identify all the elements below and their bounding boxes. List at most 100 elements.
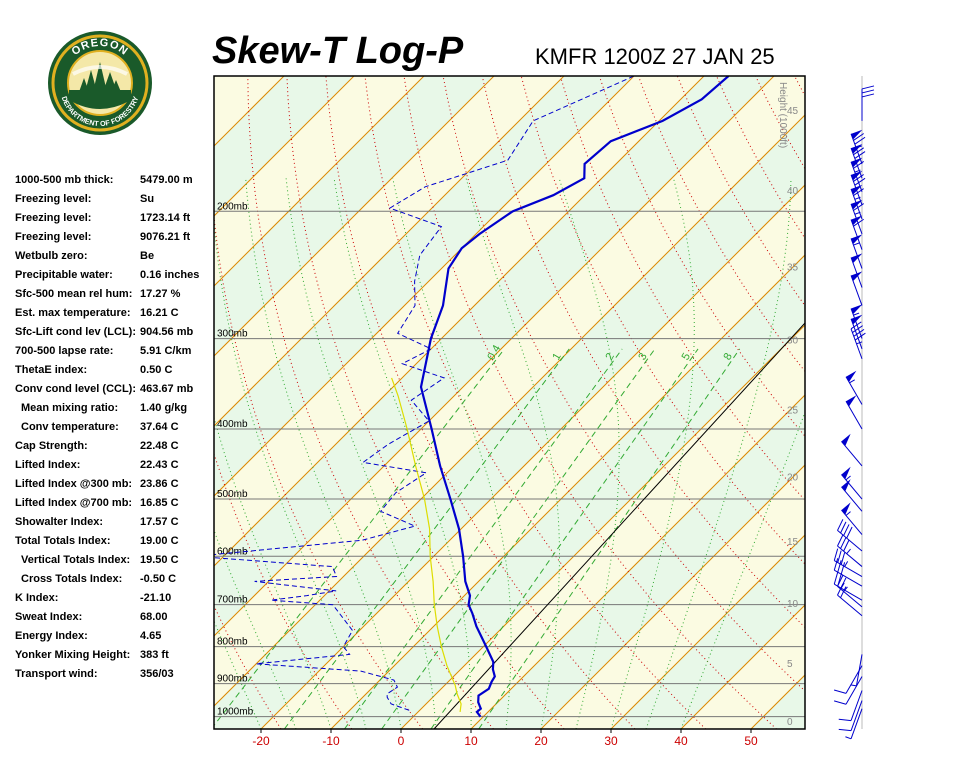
stat-value: 19.00 C	[140, 534, 179, 547]
stat-row: Lifted Index: 22.43 C	[15, 455, 215, 474]
moist-adiabat	[333, 178, 472, 729]
pressure-label: 700mb	[217, 595, 248, 606]
stat-row: 700-500 lapse rate: 5.91 C/km	[15, 341, 215, 360]
x-tick-label: 0	[398, 734, 405, 748]
mixing-ratio-line	[283, 348, 570, 729]
stat-label: Mean mixing ratio:	[21, 401, 119, 414]
x-tick-label: 40	[674, 734, 688, 748]
stat-value: 904.56 mb	[140, 325, 194, 338]
wind-barb	[845, 395, 863, 430]
height-tick-label: 45	[787, 106, 799, 117]
stat-value: 16.85 C	[140, 496, 179, 509]
pressure-label: 600mb	[217, 546, 248, 557]
stat-value: -0.50 C	[140, 572, 177, 585]
stat-label: Wetbulb zero:	[15, 249, 88, 262]
wind-barb	[845, 370, 863, 405]
isotherm-line	[214, 76, 355, 217]
stat-row: Est. max temperature: 16.21 C	[15, 303, 215, 322]
wind-barb	[841, 502, 863, 535]
height-tick-label: 35	[787, 262, 799, 273]
wind-barb	[861, 85, 875, 121]
moist-adiabat	[214, 217, 367, 729]
pressure-label: 300mb	[217, 329, 248, 340]
stat-row: Energy Index: 4.65	[15, 626, 215, 645]
isotherm-line	[214, 76, 425, 287]
stat-label: Freezing level:	[15, 230, 92, 243]
wind-barb	[838, 700, 863, 732]
mixing-ratio-label: 8	[721, 351, 734, 362]
stat-row: Conv temperature: 37.64 C	[15, 417, 215, 436]
dry-adiabat	[794, 76, 805, 98]
stat-value: 5.91 C/km	[140, 344, 192, 357]
stat-label: Freezing level:	[15, 211, 92, 224]
wind-barb	[841, 433, 863, 467]
stat-row: 1000-500 mb thick: 5479.00 m	[15, 170, 215, 189]
stat-label: 1000-500 mb thick:	[15, 173, 114, 186]
x-tick-label: -20	[252, 734, 270, 748]
wind-barb	[850, 253, 863, 288]
stat-value: 22.43 C	[140, 458, 179, 471]
stat-row: Cap Strength: 22.48 C	[15, 436, 215, 455]
reference-diagonal	[433, 322, 805, 729]
stat-value: 68.00	[140, 610, 168, 623]
stat-label: Cap Strength:	[15, 439, 88, 452]
wind-barb	[850, 234, 863, 269]
stat-row: Vertical Totals Index: 19.50 C	[15, 550, 215, 569]
isotherm-line	[214, 76, 705, 567]
stat-label: Est. max temperature:	[15, 306, 131, 319]
stat-value: 1.40 g/kg	[140, 401, 188, 414]
wind-barb	[837, 519, 863, 552]
pressure-label: 200mb	[217, 201, 248, 212]
stat-row: Lifted Index @300 mb: 23.86 C	[15, 474, 215, 493]
wind-barb	[833, 558, 863, 587]
wind-barb	[850, 654, 863, 687]
pressure-label: 400mb	[217, 419, 248, 430]
dry-adiabat	[481, 76, 805, 629]
stat-label: Total Totals Index:	[15, 534, 111, 547]
stat-value: 4.65	[140, 629, 162, 642]
stat-row: Showalter Index: 17.57 C	[15, 512, 215, 531]
isotherm-line	[214, 76, 565, 427]
parcel-line	[391, 377, 462, 712]
x-tick-label: 10	[464, 734, 478, 748]
wind-barb	[841, 466, 863, 500]
stat-row: Sweat Index: 68.00	[15, 607, 215, 626]
height-tick-label: 15	[787, 537, 799, 548]
stat-label: Sfc-Lift cond lev (LCL):	[15, 325, 136, 338]
dry-adiabat	[364, 76, 707, 729]
wind-barb	[850, 215, 864, 250]
stat-label: K Index:	[15, 591, 59, 604]
isotherm-line	[260, 184, 805, 729]
wind-barb	[837, 575, 863, 608]
stat-value: 17.57 C	[140, 515, 179, 528]
stat-label: Lifted Index:	[15, 458, 81, 471]
wind-barb	[833, 676, 863, 705]
height-axis-label: Height (1000ft)	[777, 82, 788, 148]
stat-value: 1723.14 ft	[140, 211, 191, 224]
height-tick-label: 40	[787, 186, 799, 197]
dry-adiabat	[951, 76, 960, 729]
stat-label: Yonker Mixing Height:	[15, 648, 131, 661]
height-tick-label: 30	[787, 336, 799, 347]
mixing-ratio-line	[478, 348, 741, 729]
wind-barb	[833, 548, 863, 577]
stat-row: K Index: -21.10	[15, 588, 215, 607]
stat-label: Transport wind:	[15, 667, 98, 680]
stat-value: Be	[140, 249, 155, 262]
dry-adiabat	[520, 76, 805, 565]
isotherm-band	[214, 76, 805, 706]
isotherm-line	[680, 604, 805, 729]
isotherm-line	[610, 534, 805, 729]
wind-barb	[850, 184, 864, 220]
stat-label: Energy Index:	[15, 629, 88, 642]
stat-value: 356/03	[140, 667, 174, 680]
stat-row: Conv cond level (CCL): 463.67 mb	[15, 379, 215, 398]
mixing-ratio-line	[430, 348, 699, 729]
station-time-label: KMFR 1200Z 27 JAN 25	[535, 44, 775, 69]
height-tick-label: 0	[787, 717, 793, 728]
x-tick-label: -10	[322, 734, 340, 748]
wind-barb	[833, 665, 863, 694]
stat-label: Sweat Index:	[15, 610, 83, 623]
wind-barb	[837, 534, 863, 567]
pressure-label: 900mb	[217, 674, 248, 685]
